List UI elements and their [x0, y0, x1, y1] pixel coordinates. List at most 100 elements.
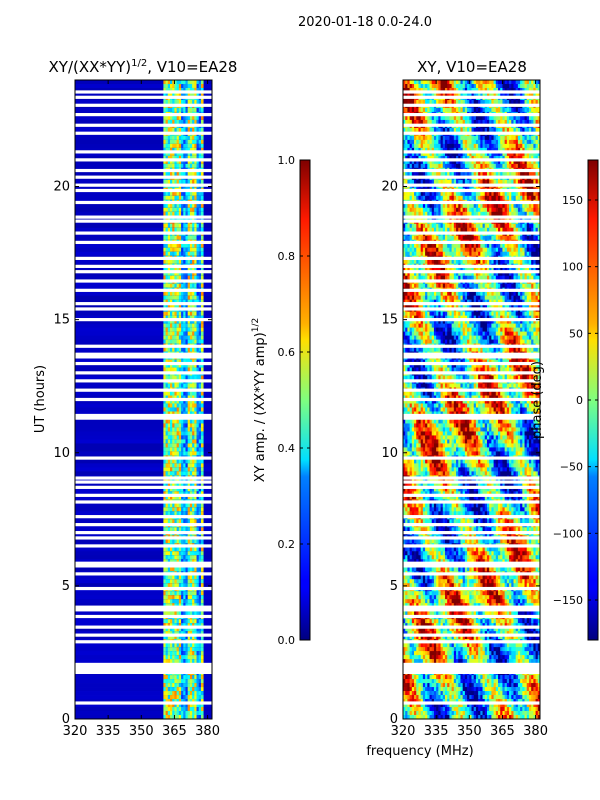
left-heatmap-cell — [189, 611, 193, 616]
left-heatmap-cell — [176, 171, 180, 177]
left-heatmap-row — [75, 195, 212, 201]
right-heatmap-cell — [420, 135, 424, 141]
right-heatmap-cell — [469, 179, 472, 185]
right-heatmap-cell — [414, 191, 417, 197]
left-heatmap-cell — [192, 463, 195, 468]
left-heatmap-row — [75, 431, 212, 436]
right-heatmap-cell — [409, 163, 413, 169]
left-heatmap-cell — [178, 431, 182, 436]
left-heatmap-cell — [194, 575, 197, 580]
left-heatmap-cell — [181, 559, 184, 564]
right-heatmap-cell — [436, 159, 439, 165]
right-heatmap-cell — [471, 155, 475, 161]
right-heatmap-cell — [526, 139, 530, 145]
left-heatmap-cell — [170, 207, 173, 213]
left-heatmap-cell — [183, 703, 186, 708]
left-heatmap-cell — [187, 83, 191, 89]
right-heatmap-cell — [431, 159, 435, 165]
left-heatmap-cell — [170, 463, 173, 468]
right-heatmap-cell — [495, 139, 499, 145]
left-heatmap-cell — [165, 347, 169, 352]
left-heatmap-cell — [196, 135, 200, 141]
left-heatmap-cell — [192, 375, 195, 380]
left-heatmap-cell — [163, 223, 166, 229]
left-heatmap-cell — [198, 411, 202, 416]
left-heatmap-cell — [165, 463, 169, 468]
right-heatmap-cell — [403, 163, 406, 169]
left-heatmap-cell — [165, 631, 169, 636]
left-heatmap-cell — [196, 467, 200, 472]
left-heatmap-cell — [172, 203, 175, 209]
right-heatmap-cell — [531, 191, 534, 197]
left-heatmap-cell — [172, 583, 175, 588]
left-heatmap-cell — [174, 579, 178, 584]
right-heatmap-cell — [484, 159, 488, 165]
left-heatmap-cell — [187, 155, 191, 161]
right-heatmap-cell — [498, 99, 501, 105]
left-heatmap-cell — [192, 483, 195, 488]
left-heatmap-cell — [187, 407, 191, 412]
left-heatmap-cell — [192, 703, 195, 708]
right-heatmap-cell — [460, 191, 464, 197]
left-heatmap-cell — [187, 87, 191, 93]
left-heatmap-cell — [170, 483, 173, 488]
left-heatmap-cell — [170, 243, 173, 249]
left-heatmap-cell — [170, 471, 173, 476]
right-heatmap-cell — [449, 99, 453, 105]
right-heatmap-cell — [453, 155, 457, 161]
right-heatmap-cell — [522, 155, 525, 161]
right-heatmap-cell — [418, 115, 422, 121]
left-heatmap-cell — [181, 331, 184, 336]
left-heatmap-cell — [176, 707, 180, 712]
right-heatmap-cell — [524, 171, 528, 177]
right-heatmap-cell — [504, 119, 508, 125]
left-heatmap-cell — [198, 319, 202, 325]
left-heatmap-row — [75, 80, 212, 85]
left-heatmap-cell — [192, 291, 195, 297]
left-heatmap-cell — [194, 147, 197, 153]
right-heatmap-cell — [486, 163, 490, 169]
left-heatmap-cell — [176, 539, 180, 544]
left-heatmap-cell — [170, 435, 173, 440]
left-heatmap-cell — [189, 155, 193, 161]
left-heatmap-cell — [185, 395, 189, 400]
left-heatmap-cell — [170, 683, 173, 688]
left-heatmap-cell — [198, 715, 202, 719]
left-heatmap-cell — [183, 511, 186, 516]
right-heatmap-cell — [531, 115, 534, 121]
right-heatmap-cell — [418, 147, 422, 153]
left-heatmap-cell — [174, 391, 178, 396]
left-heatmap-cell — [192, 519, 195, 524]
left-heatmap-cell — [178, 375, 182, 380]
left-heatmap-cell — [192, 383, 195, 388]
right-heatmap-cell — [491, 135, 494, 141]
left-heatmap-cell — [165, 339, 169, 344]
left-heatmap-cell — [192, 447, 195, 452]
right-heatmap-cell — [460, 119, 464, 125]
left-heatmap-cell — [172, 127, 175, 133]
left-heatmap-cell — [200, 235, 204, 241]
right-heatmap-cell — [495, 163, 499, 169]
left-heatmap-cell — [181, 635, 184, 640]
left-heatmap-cell — [170, 443, 173, 448]
left-heatmap-cell — [185, 207, 189, 213]
left-heatmap-cell — [187, 135, 191, 141]
left-heatmap-cell — [167, 507, 171, 512]
left-heatmap-cell — [196, 299, 200, 305]
left-heatmap-cell — [187, 191, 191, 197]
left-heatmap-cell — [174, 487, 178, 492]
right-heatmap-cell — [409, 143, 413, 149]
right-heatmap-cell — [473, 87, 477, 93]
right-heatmap-cell — [509, 155, 512, 161]
left-heatmap-cell — [174, 271, 178, 277]
left-heatmap-cell — [185, 699, 189, 704]
flagged-row — [75, 388, 212, 392]
left-heatmap-row — [75, 83, 212, 89]
right-heatmap-cell — [444, 119, 448, 125]
right-heatmap-cell — [471, 147, 475, 153]
right-heatmap-cell — [469, 195, 472, 201]
right-heatmap-cell — [517, 83, 521, 89]
left-heatmap-cell — [185, 155, 189, 161]
right-heatmap-cell — [493, 159, 497, 165]
left-heatmap-cell — [200, 699, 204, 704]
